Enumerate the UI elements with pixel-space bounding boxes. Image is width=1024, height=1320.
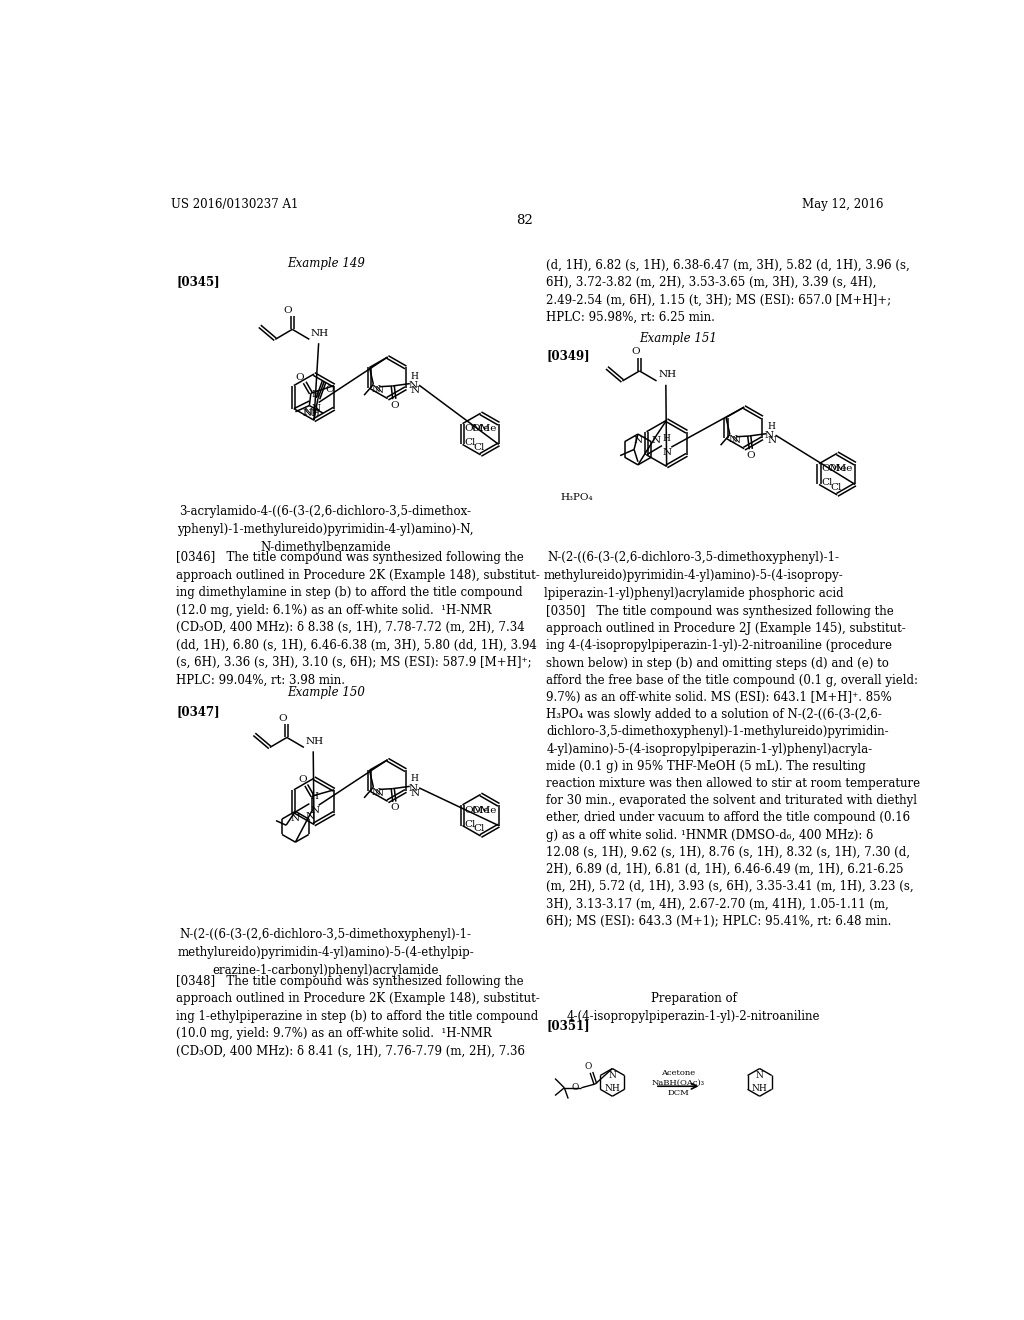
Text: Cl: Cl	[821, 478, 833, 487]
Text: Example 150: Example 150	[287, 686, 365, 698]
Text: N: N	[767, 436, 776, 445]
Text: US 2016/0130237 A1: US 2016/0130237 A1	[171, 198, 298, 211]
Text: N: N	[731, 436, 740, 445]
Text: O: O	[279, 714, 288, 723]
Text: N: N	[411, 385, 420, 395]
Text: Cl: Cl	[465, 820, 476, 829]
Text: N: N	[303, 408, 312, 417]
Text: N: N	[411, 788, 420, 797]
Text: N: N	[409, 784, 417, 793]
Text: Cl: Cl	[473, 442, 484, 451]
Text: N: N	[311, 404, 321, 413]
Text: [0349]: [0349]	[547, 350, 590, 363]
Text: N: N	[663, 447, 672, 457]
Text: H: H	[767, 421, 775, 430]
Text: H: H	[310, 792, 318, 800]
Text: H: H	[411, 775, 419, 783]
Text: O: O	[298, 775, 306, 784]
Text: Cl: Cl	[829, 483, 842, 492]
Text: O: O	[585, 1061, 592, 1071]
Text: OMe: OMe	[465, 425, 490, 433]
Text: N: N	[409, 381, 417, 391]
Text: [0350]   The title compound was synthesized following the
approach outlined in P: [0350] The title compound was synthesize…	[547, 605, 921, 928]
Text: 3-acrylamido-4-((6-(3-(2,6-dichloro-3,5-dimethox-
yphenyl)-1-methylureido)pyrimi: 3-acrylamido-4-((6-(3-(2,6-dichloro-3,5-…	[177, 506, 474, 554]
Text: N: N	[375, 385, 384, 395]
Text: N: N	[728, 436, 737, 445]
Text: O: O	[390, 400, 398, 409]
Text: N: N	[608, 1071, 616, 1080]
Text: N: N	[372, 788, 381, 797]
Text: 82: 82	[516, 214, 534, 227]
Text: N: N	[291, 813, 300, 822]
Text: Example 149: Example 149	[287, 257, 365, 271]
Text: H: H	[663, 433, 671, 442]
Text: NH: NH	[311, 329, 329, 338]
Text: NH: NH	[604, 1084, 621, 1093]
Text: OMe: OMe	[827, 465, 853, 474]
Text: H: H	[311, 391, 319, 400]
Text: NH: NH	[658, 371, 676, 379]
Text: Cl: Cl	[473, 824, 484, 833]
Text: N: N	[305, 812, 314, 821]
Text: N: N	[651, 436, 660, 445]
Text: [0347]: [0347]	[176, 705, 220, 718]
Text: Example 151: Example 151	[639, 331, 717, 345]
Text: Acetone: Acetone	[662, 1069, 695, 1077]
Text: N: N	[375, 788, 384, 797]
Text: N-(2-((6-(3-(2,6-dichloro-3,5-dimethoxyphenyl)-1-
methylureido)pyrimidin-4-yl)am: N-(2-((6-(3-(2,6-dichloro-3,5-dimethoxyp…	[177, 928, 474, 977]
Text: N: N	[634, 437, 642, 445]
Text: O: O	[746, 450, 755, 459]
Text: O: O	[284, 306, 292, 314]
Text: N: N	[310, 807, 319, 814]
Text: [0346]   The title compound was synthesized following the
approach outlined in P: [0346] The title compound was synthesize…	[176, 552, 540, 686]
Text: O: O	[326, 385, 334, 393]
Text: O: O	[571, 1084, 579, 1092]
Text: OMe: OMe	[471, 425, 497, 433]
Text: O: O	[390, 804, 398, 812]
Text: H₃PO₄: H₃PO₄	[560, 494, 593, 503]
Text: DCM: DCM	[668, 1089, 689, 1097]
Text: OMe: OMe	[471, 805, 497, 814]
Text: O: O	[632, 347, 640, 356]
Text: OMe: OMe	[465, 805, 490, 814]
Text: NH: NH	[305, 737, 324, 746]
Text: May 12, 2016: May 12, 2016	[802, 198, 884, 211]
Text: (d, 1H), 6.82 (s, 1H), 6.38-6.47 (m, 3H), 5.82 (d, 1H), 3.96 (s,
6H), 3.72-3.82 : (d, 1H), 6.82 (s, 1H), 6.38-6.47 (m, 3H)…	[547, 259, 910, 323]
Text: NH: NH	[303, 409, 321, 418]
Text: NH: NH	[752, 1084, 768, 1093]
Text: N-(2-((6-(3-(2,6-dichloro-3,5-dimethoxyphenyl)-1-
methylureido)pyrimidin-4-yl)am: N-(2-((6-(3-(2,6-dichloro-3,5-dimethoxyp…	[544, 552, 844, 601]
Text: Cl: Cl	[465, 438, 476, 447]
Text: [0351]: [0351]	[547, 1019, 590, 1032]
Text: N: N	[765, 432, 774, 441]
Text: H: H	[411, 371, 419, 380]
Text: [0345]: [0345]	[176, 276, 220, 289]
Text: Preparation of
4-(4-isopropylpiperazin-1-yl)-2-nitroaniline: Preparation of 4-(4-isopropylpiperazin-1…	[567, 991, 820, 1023]
Text: N: N	[372, 385, 381, 395]
Text: N: N	[756, 1071, 764, 1080]
Text: OMe: OMe	[821, 465, 847, 474]
Text: NaBH(OAc)₃: NaBH(OAc)₃	[651, 1080, 705, 1088]
Text: O: O	[296, 372, 304, 381]
Text: [0348]   The title compound was synthesized following the
approach outlined in P: [0348] The title compound was synthesize…	[176, 974, 540, 1057]
